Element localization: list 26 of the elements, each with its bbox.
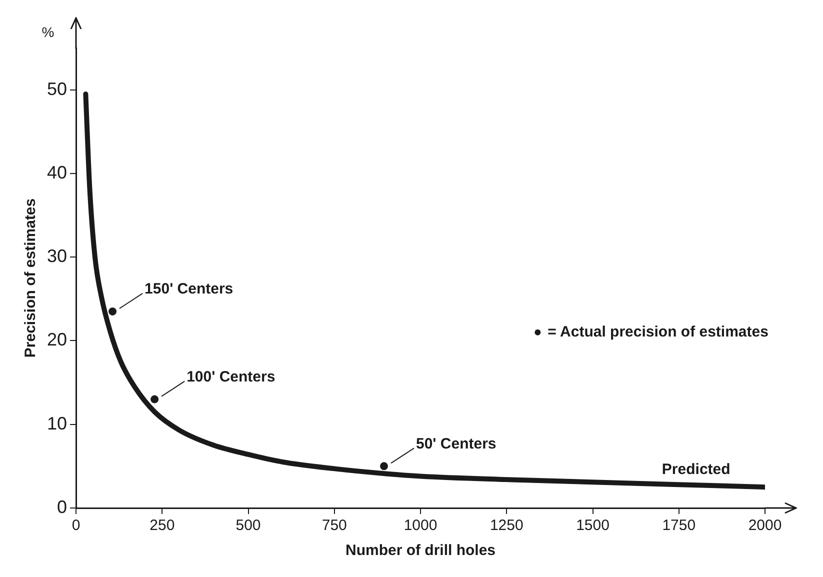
- y-tick-label: 30: [46, 246, 68, 266]
- y-tick-label: 50: [46, 78, 68, 99]
- x-axis-title: Number of drill holes: [346, 542, 496, 560]
- annotation: 150' Centers: [144, 280, 234, 298]
- point: [380, 462, 388, 470]
- annotation: 100' Centers: [186, 368, 276, 386]
- x-tick-label: 1500: [576, 517, 610, 534]
- x-tick-label: 250: [150, 517, 175, 534]
- x-tick-label: 2000: [748, 517, 782, 534]
- x-tick-label: 1000: [404, 517, 438, 534]
- y-tick-label: 10: [46, 413, 68, 434]
- x-tick-label: 500: [236, 517, 261, 534]
- y-tick-label: 20: [46, 330, 68, 350]
- x-tick-label: 1250: [490, 517, 524, 534]
- annotation: 50' Centers: [416, 435, 496, 452]
- y-axis-title: Precision of estimates: [22, 198, 40, 358]
- annotation: Predicted: [662, 461, 730, 478]
- x-tick-label: 0: [72, 517, 80, 534]
- text: %: [42, 24, 54, 40]
- y-tick-label: 40: [46, 162, 68, 182]
- point: [150, 395, 159, 404]
- legend-label: = Actual precision of estimates: [548, 324, 768, 341]
- x-tick-label: 1750: [662, 517, 696, 534]
- point: [108, 307, 117, 316]
- y-tick-label: 0: [57, 496, 68, 517]
- x-tick-label: 750: [322, 517, 347, 534]
